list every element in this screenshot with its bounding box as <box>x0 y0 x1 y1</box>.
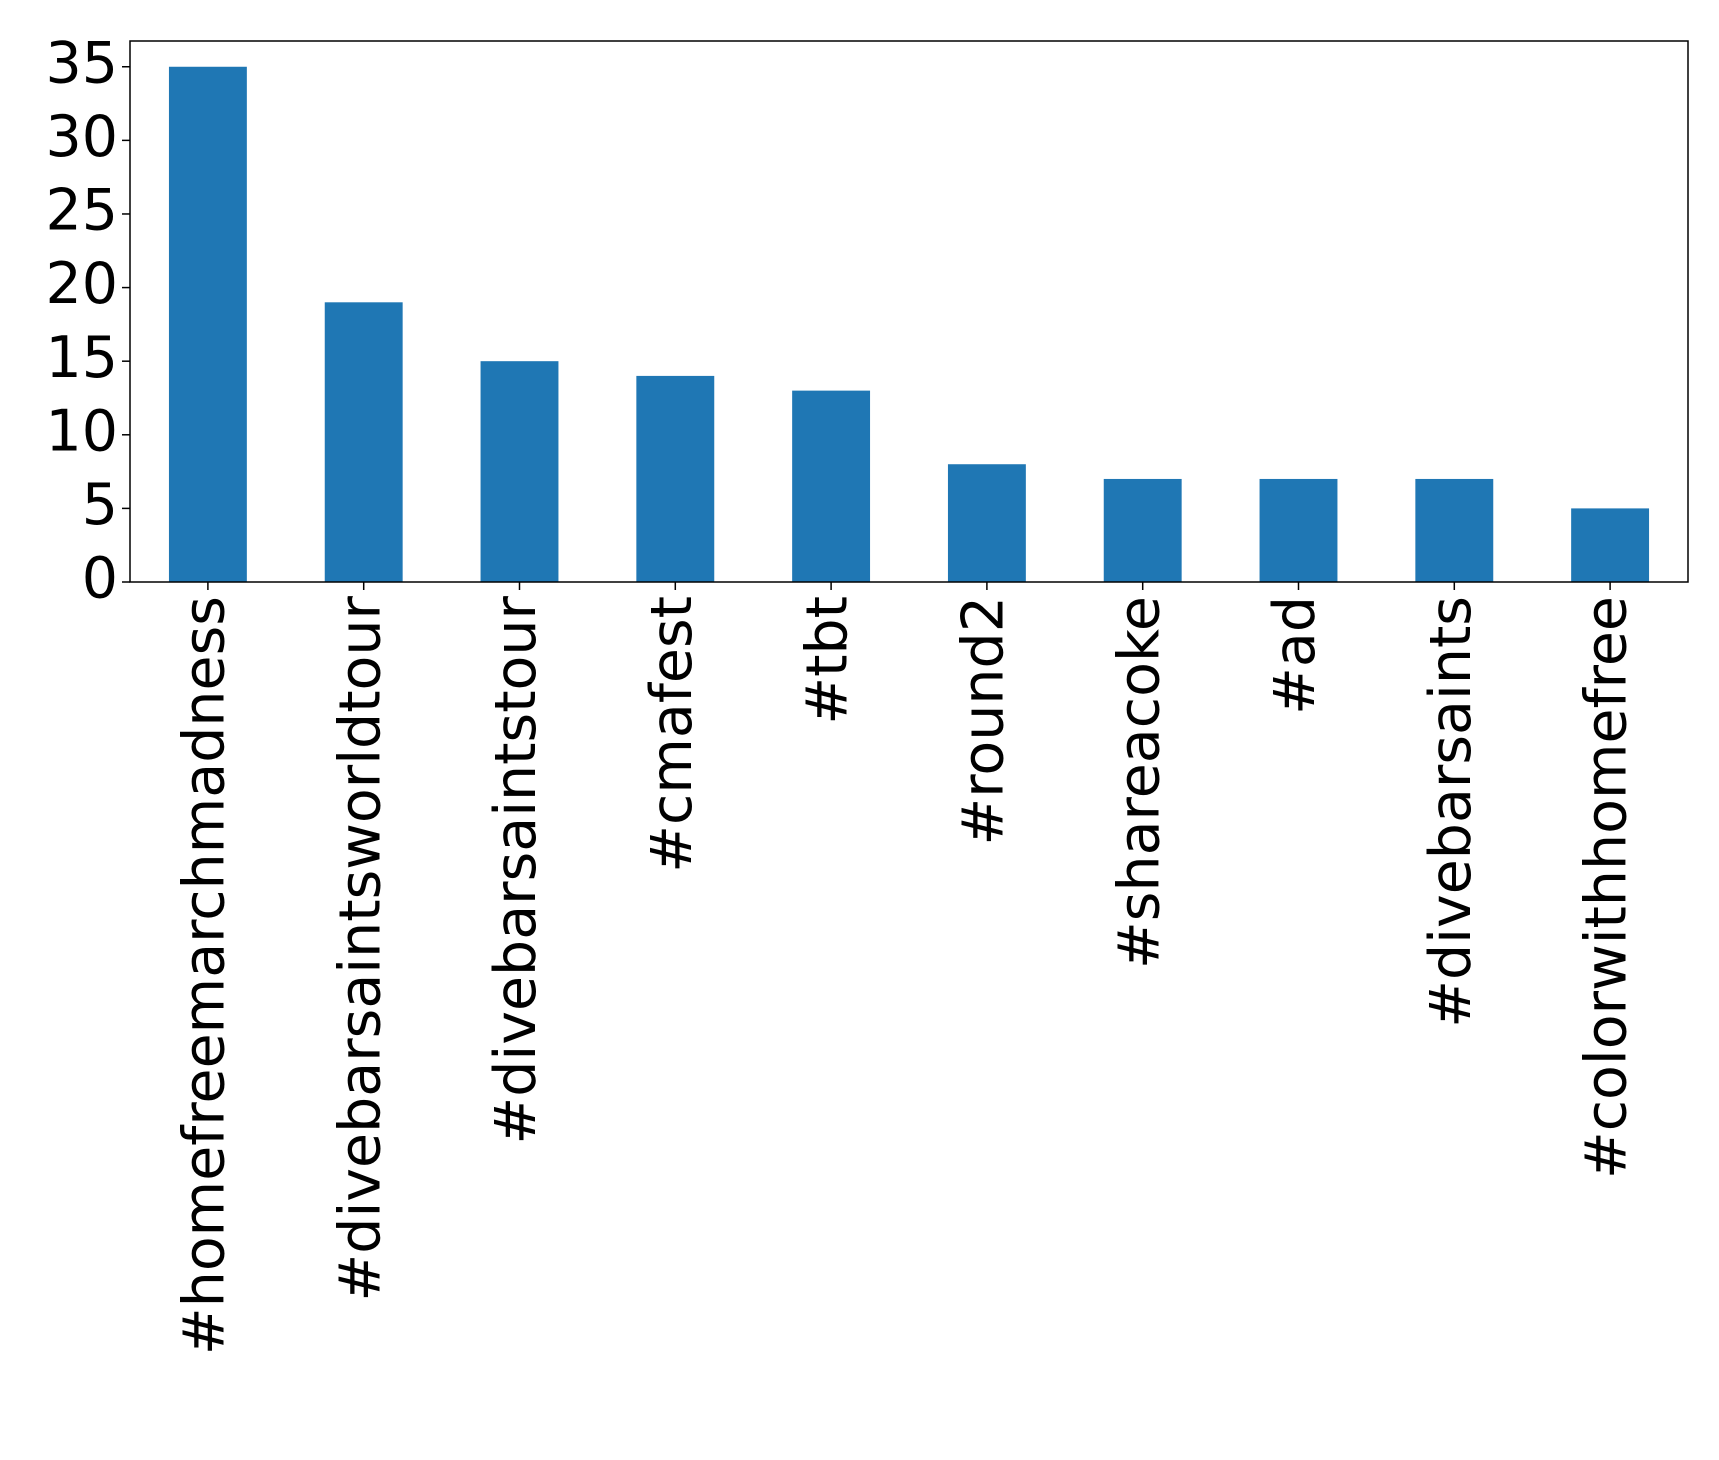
y-tick-label: 5 <box>82 472 118 538</box>
x-tick-label: #cmafest <box>639 596 705 873</box>
bar <box>636 375 715 582</box>
bar <box>1571 508 1650 582</box>
x-tick-label: #homefreemarchmadness <box>172 596 238 1355</box>
x-tick-label: #shareacoke <box>1106 596 1172 969</box>
bar <box>792 390 871 582</box>
y-tick-label: 35 <box>45 30 118 96</box>
plot-frame <box>129 40 1689 583</box>
x-tick-label: #tbt <box>795 596 861 725</box>
bar <box>324 302 403 582</box>
y-tick-label: 20 <box>45 251 118 317</box>
x-tick-label: #ad <box>1262 596 1328 715</box>
bar <box>1415 478 1494 582</box>
y-tick-label: 10 <box>45 398 118 464</box>
x-tick-label: #divebarsaintsworldtour <box>327 595 393 1301</box>
bar <box>480 361 559 582</box>
y-tick-label: 30 <box>45 104 118 170</box>
x-tick-label: #colorwithhomefree <box>1574 596 1640 1179</box>
x-tick-label: #divebarsaintstour <box>483 595 549 1144</box>
x-tick-label: #divebarsaints <box>1418 596 1484 1028</box>
bar <box>168 66 247 582</box>
bar <box>947 464 1026 582</box>
y-tick-label: 0 <box>82 546 118 612</box>
y-tick-label: 25 <box>45 178 118 244</box>
x-tick-label: #round2 <box>951 596 1017 846</box>
bar <box>1259 478 1338 582</box>
y-tick-label: 15 <box>45 325 118 391</box>
bar <box>1103 478 1182 582</box>
